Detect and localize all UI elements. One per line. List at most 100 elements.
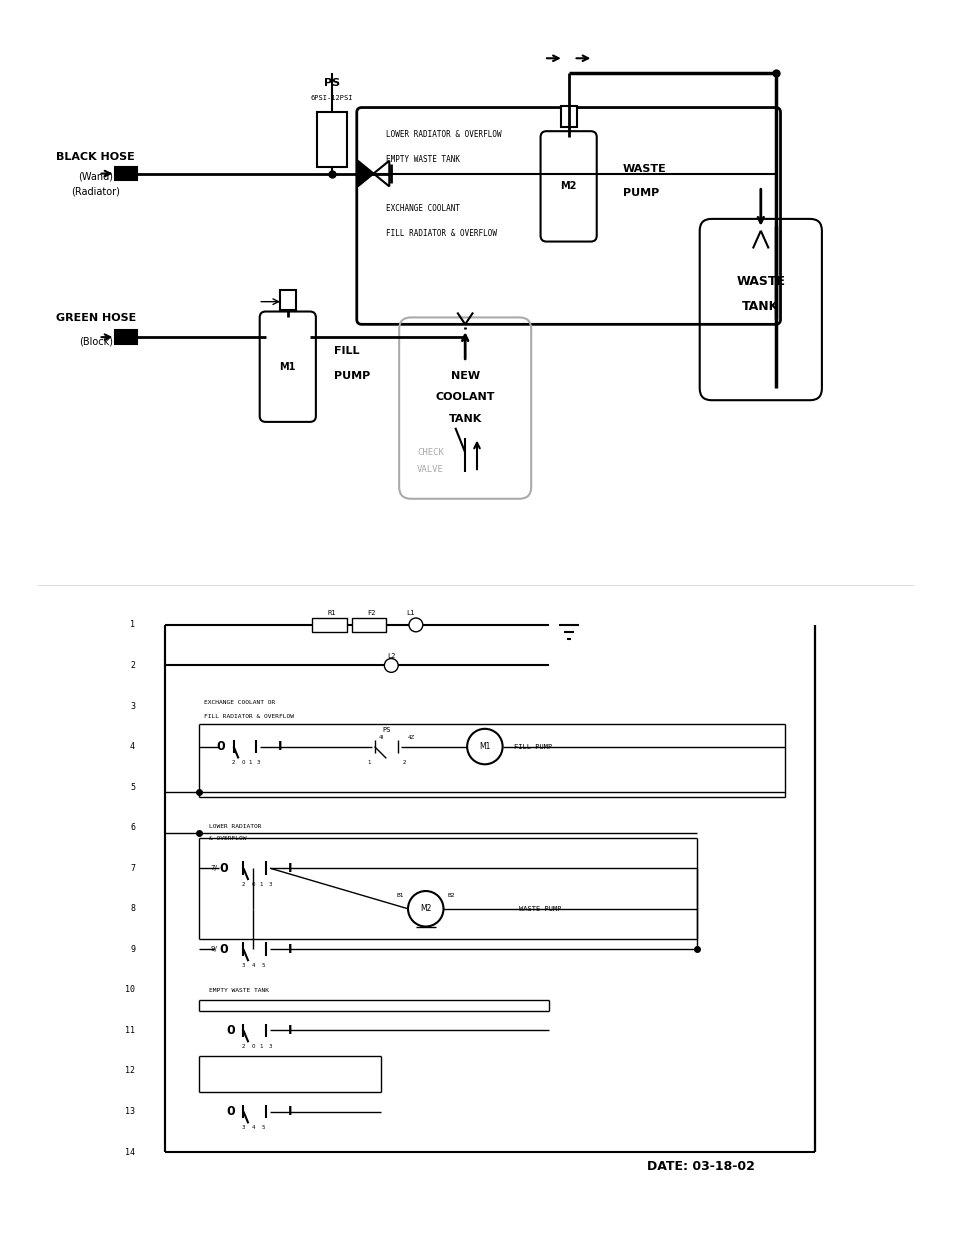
Text: 4I: 4I [378,735,383,740]
Bar [317,112,347,167]
Text: 1: 1 [259,1044,263,1050]
Text: VALVE: VALVE [416,466,444,474]
Text: PUMP: PUMP [334,370,370,380]
Bar [312,618,347,632]
Text: FILL RADIATOR & OVERFLOW: FILL RADIATOR & OVERFLOW [204,714,294,719]
Bar [560,105,576,127]
Text: 0: 0 [219,862,228,874]
Text: NEW: NEW [450,370,479,380]
Text: 4Z: 4Z [407,735,415,740]
Text: 0: 0 [219,942,228,956]
Bar [115,330,137,345]
Text: 0: 0 [226,1024,234,1037]
Text: 3: 3 [268,1044,272,1050]
Text: L2: L2 [387,652,395,658]
Text: DATE: 03-18-02: DATE: 03-18-02 [647,1161,755,1173]
Text: EXCHANGE COOLANT: EXCHANGE COOLANT [386,204,460,212]
Text: R1: R1 [328,610,336,616]
Text: 5: 5 [261,963,265,968]
Text: I: I [287,1024,292,1037]
Text: WASTE PUMP: WASTE PUMP [518,905,561,911]
Text: 6PSI-12PSI: 6PSI-12PSI [311,95,353,100]
Text: I: I [287,942,292,956]
Circle shape [384,658,397,672]
Text: 12: 12 [125,1067,135,1076]
Text: WASTE: WASTE [622,163,666,174]
Text: 1: 1 [259,882,263,887]
Text: TANK: TANK [448,414,481,424]
Text: B1: B1 [395,893,403,898]
Text: 4: 4 [252,1125,254,1130]
Text: 1: 1 [130,620,135,630]
Text: I: I [287,1105,292,1118]
Text: CHECK: CHECK [416,448,444,457]
Text: EMPTY WASTE TANK: EMPTY WASTE TANK [209,988,269,993]
Text: 3: 3 [241,1125,245,1130]
Text: I: I [287,862,292,874]
Text: 1: 1 [367,761,370,766]
Text: 2: 2 [232,761,235,766]
Text: 4: 4 [130,742,135,751]
Text: 4: 4 [252,963,254,968]
Text: 0: 0 [252,882,254,887]
Text: TANK: TANK [741,300,779,312]
Text: M2: M2 [559,182,577,191]
Text: F2: F2 [367,610,375,616]
Text: M1: M1 [279,362,295,372]
Text: GREEN HOSE: GREEN HOSE [55,314,135,324]
Text: 2: 2 [241,882,245,887]
Text: LOWER RADIATOR: LOWER RADIATOR [209,824,261,829]
Text: 2: 2 [130,661,135,669]
Text: 5: 5 [130,783,135,792]
Text: 11: 11 [125,1026,135,1035]
Text: 10: 10 [125,986,135,994]
Text: COOLANT: COOLANT [435,393,495,403]
Text: 0: 0 [241,761,245,766]
Circle shape [467,729,502,764]
Text: WASTE: WASTE [736,275,784,288]
Circle shape [409,618,422,632]
Text: 9/: 9/ [211,946,217,952]
Text: M2: M2 [419,904,431,913]
Text: & OVERFLOW: & OVERFLOW [209,836,246,841]
Text: 3: 3 [130,701,135,710]
Text: 14: 14 [125,1147,135,1157]
Text: 9: 9 [130,945,135,953]
Text: M1: M1 [478,742,490,751]
Text: FILL RADIATOR & OVERFLOW: FILL RADIATOR & OVERFLOW [386,228,497,237]
Text: 3: 3 [256,761,260,766]
Text: 6: 6 [130,824,135,832]
Text: 7: 7 [130,863,135,873]
Polygon shape [357,161,374,186]
Text: PS: PS [324,78,340,88]
Text: EMPTY WASTE TANK: EMPTY WASTE TANK [386,154,460,164]
Text: FILL: FILL [334,346,359,356]
Text: EXCHANGE COOLANT OR: EXCHANGE COOLANT OR [204,700,275,705]
Text: 0: 0 [226,1105,234,1118]
Text: 3: 3 [268,882,272,887]
Text: 0: 0 [216,740,225,753]
Text: B2: B2 [447,893,455,898]
Text: 13: 13 [125,1107,135,1116]
Bar [115,167,137,180]
Bar [279,290,295,310]
Text: 8: 8 [130,904,135,913]
Text: 2: 2 [241,1044,245,1050]
Text: 2: 2 [402,761,405,766]
Text: I: I [277,740,282,753]
Text: 5: 5 [261,1125,265,1130]
Text: 7/: 7/ [211,866,217,871]
Text: PS: PS [382,726,390,732]
Text: PUMP: PUMP [622,188,659,199]
Text: BLACK HOSE: BLACK HOSE [56,152,135,162]
Text: L1: L1 [406,610,415,616]
Text: (Radiator): (Radiator) [71,186,120,196]
Text: 3: 3 [241,963,245,968]
Text: FILL PUMP: FILL PUMP [514,743,552,750]
Text: LOWER RADIATOR & OVERFLOW: LOWER RADIATOR & OVERFLOW [386,130,501,140]
Polygon shape [374,161,389,186]
Circle shape [408,890,443,926]
Text: 0: 0 [252,1044,254,1050]
Bar [352,618,386,632]
Text: (Wand): (Wand) [78,172,113,182]
